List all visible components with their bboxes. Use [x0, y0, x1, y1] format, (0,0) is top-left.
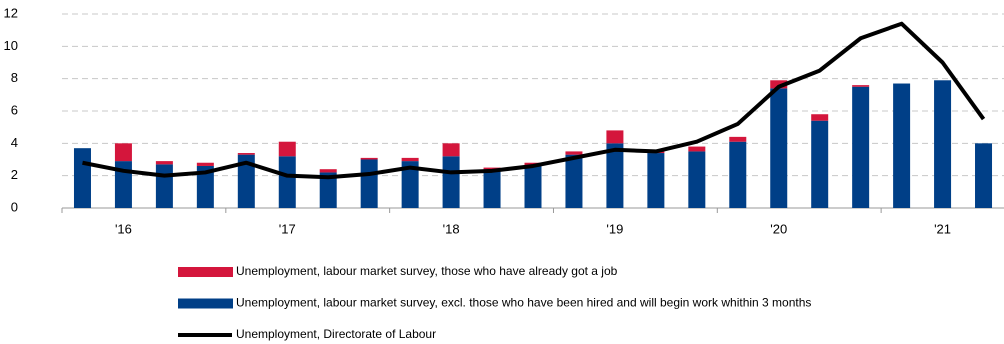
- bar: [483, 169, 501, 208]
- y-tick-label: 12: [4, 5, 18, 20]
- bar: [401, 161, 419, 208]
- bar: [196, 162, 214, 166]
- bar: [237, 153, 255, 155]
- bar: [442, 143, 460, 157]
- y-tick-label: 8: [11, 70, 18, 85]
- legend-label: Unemployment, Directorate of Labour: [236, 327, 436, 341]
- y-tick-label: 4: [11, 135, 18, 150]
- legend-label: Unemployment, labour market survey, thos…: [236, 264, 618, 278]
- line: [82, 21, 986, 180]
- bar: [278, 156, 296, 208]
- x-tick-label: '20: [770, 221, 787, 236]
- bar: [319, 169, 337, 173]
- x-tick-label: '17: [279, 221, 296, 236]
- legend-swatch: [178, 298, 233, 309]
- bar: [524, 165, 542, 208]
- bar: [319, 172, 337, 208]
- bar: [237, 154, 255, 208]
- bar: [360, 159, 378, 208]
- x-tick-label: '18: [443, 221, 460, 236]
- legend-label: Unemployment, labour market survey, excl…: [236, 296, 811, 310]
- y-tick-label: 0: [11, 199, 18, 214]
- bar: [278, 141, 296, 157]
- bar: [401, 157, 419, 162]
- bar: [729, 141, 747, 208]
- bar: [360, 157, 378, 160]
- x-tick-label: '21: [934, 221, 951, 236]
- bar: [483, 167, 501, 170]
- bar: [893, 83, 911, 208]
- bar: [811, 120, 829, 208]
- bar: [196, 165, 214, 208]
- bar: [155, 161, 173, 165]
- bar: [647, 153, 665, 208]
- bar: [688, 151, 706, 208]
- y-tick-label: 10: [4, 38, 18, 53]
- bar: [565, 151, 583, 155]
- bar: [73, 148, 91, 208]
- bar: [565, 154, 583, 208]
- bar: [114, 143, 132, 162]
- y-tick-label: 6: [11, 102, 18, 117]
- legend-swatch: [178, 267, 233, 277]
- x-tick-label: '16: [115, 221, 132, 236]
- bar: [606, 130, 624, 144]
- bar: [811, 114, 829, 121]
- bar: [852, 85, 870, 87]
- bar: [934, 80, 952, 208]
- bar: [606, 143, 624, 208]
- bar: [729, 136, 747, 142]
- bar: [770, 88, 788, 208]
- bar: [442, 156, 460, 208]
- bar: [155, 164, 173, 208]
- bar: [852, 86, 870, 208]
- y-tick-label: 2: [11, 167, 18, 182]
- x-tick-label: '19: [606, 221, 623, 236]
- bar: [975, 143, 993, 208]
- bar: [770, 80, 788, 89]
- bar: [688, 146, 706, 152]
